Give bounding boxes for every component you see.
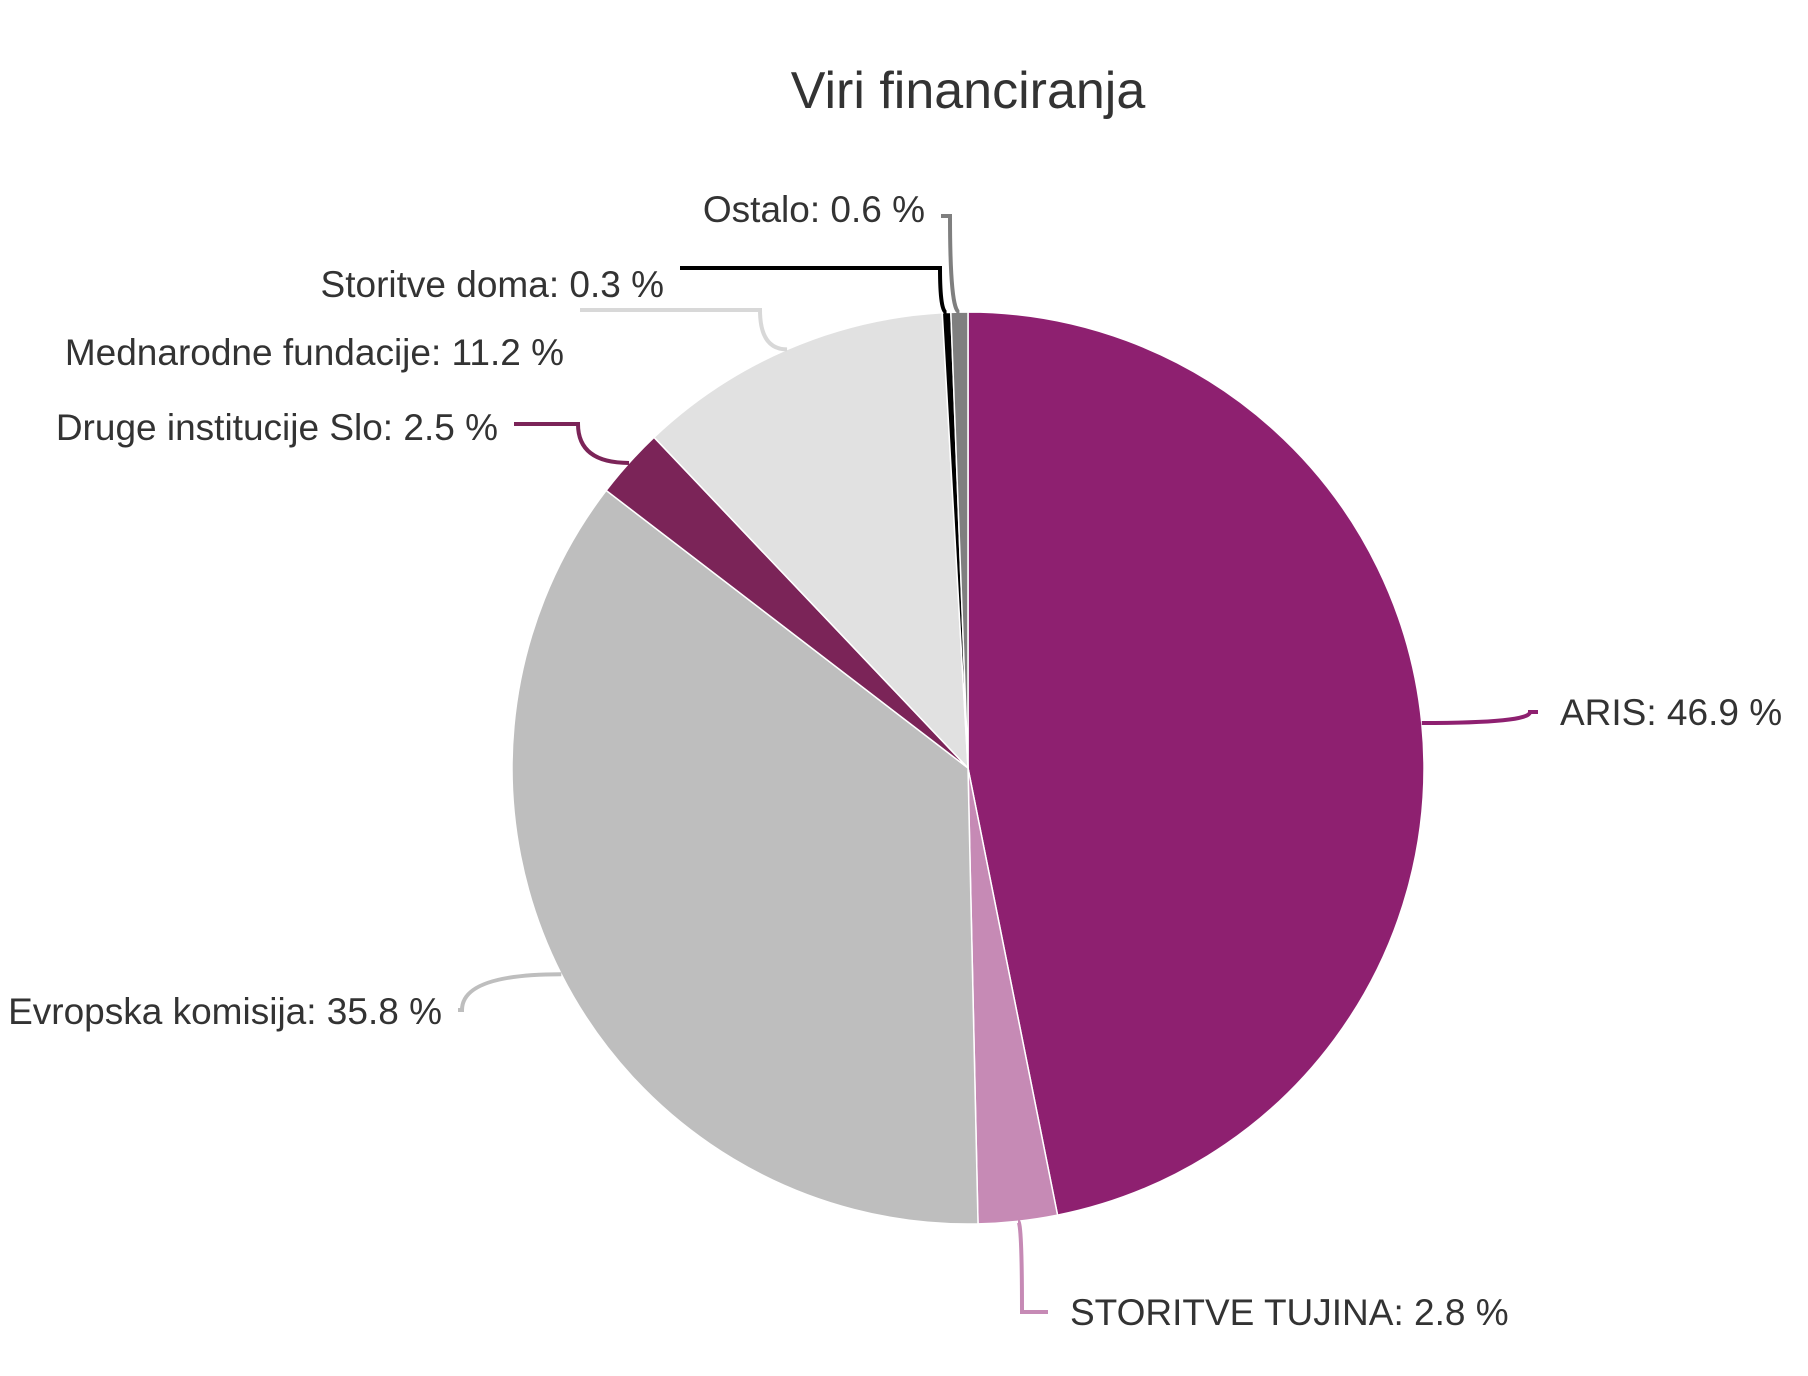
slice-label-druge-institucije-slo: Druge institucije Slo: 2.5 %: [56, 407, 498, 448]
slice-mednarodne-fundacije: [652, 311, 969, 770]
slice-label-aris: ARIS: 46.9 %: [1560, 692, 1782, 733]
leader-line-storitve-tujina: [1015, 1219, 1048, 1314]
leader-line-aris: [1421, 710, 1538, 725]
slice-evropska-komisija: [511, 489, 979, 1225]
leader-line-storitve-doma: [680, 266, 948, 315]
leader-line-ostalo: [941, 214, 961, 315]
slice-label-storitve-tujina: STORITVE TUJINA: 2.8 %: [1070, 1292, 1509, 1333]
chart-title: Viri financiranja: [791, 62, 1146, 120]
pie-slices: [511, 311, 1425, 1225]
slice-label-evropska-komisija: Evropska komisija: 35.8 %: [8, 991, 442, 1032]
slice-aris: [967, 311, 1425, 1217]
slice-label-storitve-doma: Storitve doma: 0.3 %: [321, 264, 664, 305]
slice-labels: ARIS: 46.9 % STORITVE TUJINA: 2.8 % Evrops…: [8, 189, 1782, 1333]
leader-line-evropska-komisija: [458, 972, 562, 1012]
slice-label-mednarodne-fundacije: Mednarodne fundacije: 11.2 %: [65, 332, 564, 373]
leader-line-mednarodne-fundacije: [580, 308, 788, 352]
slice-label-ostalo: Ostalo: 0.6 %: [703, 189, 925, 230]
leader-lines: [458, 214, 1538, 1314]
leader-line-druge-institucije-slo: [514, 422, 630, 465]
